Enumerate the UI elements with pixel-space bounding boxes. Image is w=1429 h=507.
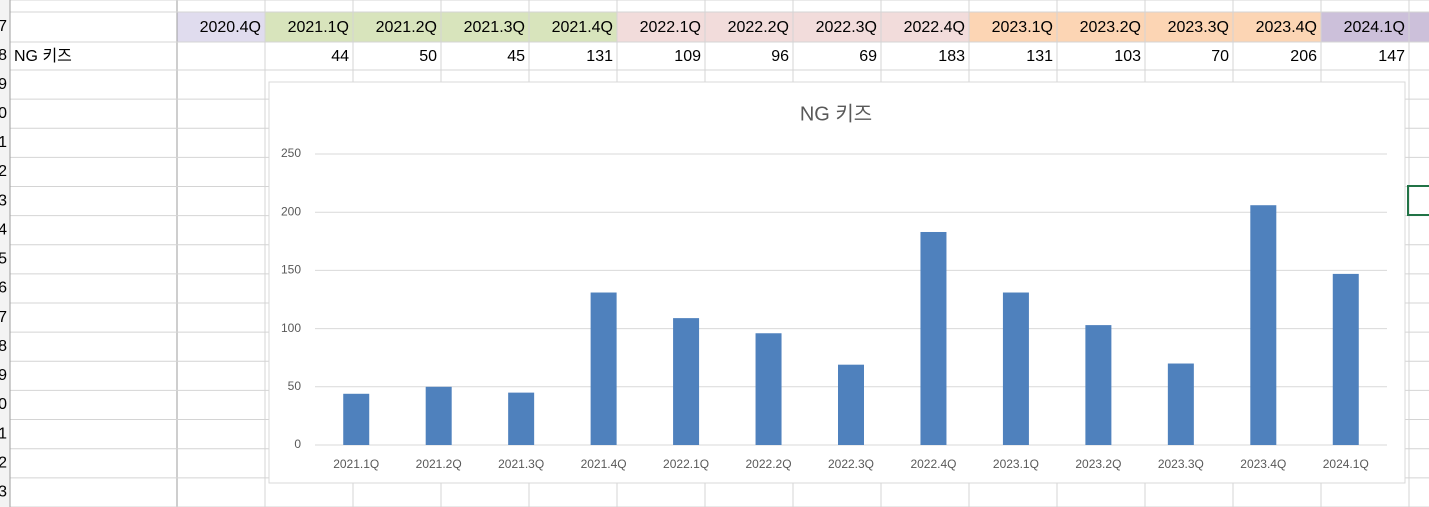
- header-label: 2023.1Q: [992, 19, 1053, 36]
- x-tick-label: 2022.4Q: [910, 457, 956, 471]
- x-tick-label: 2021.3Q: [498, 457, 544, 471]
- x-tick-label: 2021.4Q: [581, 457, 627, 471]
- row-number: 7: [0, 18, 7, 35]
- row-number: 1: [0, 134, 7, 151]
- header-cell: [1321, 12, 1409, 42]
- header-label: 2021.1Q: [288, 19, 349, 36]
- header-label: 2021.3Q: [464, 19, 525, 36]
- header-cell: [265, 12, 353, 42]
- row-label: NG 키즈: [14, 47, 72, 65]
- cell-value: 69: [859, 48, 877, 65]
- y-tick-label: 50: [288, 379, 302, 393]
- row-number: 6: [0, 280, 7, 297]
- x-tick-label: 2022.2Q: [746, 457, 792, 471]
- row-number: 9: [0, 367, 7, 384]
- cell-value: 44: [331, 48, 349, 65]
- bar: [920, 231, 947, 445]
- bar: [1085, 325, 1112, 445]
- x-tick-label: 2022.1Q: [663, 457, 709, 471]
- header-cell: [441, 12, 529, 42]
- header-cell-partial: [1409, 12, 1429, 42]
- cell-value: 131: [1026, 48, 1053, 65]
- header-cell: [881, 12, 969, 42]
- cell-value: 45: [507, 48, 525, 65]
- selected-cell: [1407, 185, 1429, 216]
- cell-value: 96: [771, 48, 789, 65]
- bar: [755, 333, 782, 445]
- header-label: 2020.4Q: [200, 19, 261, 36]
- chart: NG 키즈 0 50 100 150 200 250 2021.1Q 2021.2Q 2021.3…: [268, 81, 1406, 484]
- header-cell: [353, 12, 441, 42]
- row-number: 0: [0, 396, 7, 413]
- header-cell: [1233, 12, 1321, 42]
- header-label: 2021.2Q: [376, 19, 437, 36]
- bar: [343, 393, 370, 445]
- bar: [1167, 363, 1194, 445]
- cell-value: 103: [1114, 48, 1141, 65]
- y-tick-label: 200: [281, 204, 301, 218]
- bar: [1002, 292, 1029, 445]
- row-header-column: [0, 0, 10, 507]
- bar: [508, 392, 535, 445]
- x-tick-label: 2023.2Q: [1075, 457, 1121, 471]
- y-tick-label: 100: [281, 321, 301, 335]
- row-number: 2: [0, 454, 7, 471]
- bar: [673, 318, 700, 445]
- header-cell: [1145, 12, 1233, 42]
- row-number: 2: [0, 163, 7, 180]
- header-label: 2023.3Q: [1168, 19, 1229, 36]
- y-tick-label: 250: [281, 146, 301, 160]
- header-cell: [529, 12, 617, 42]
- chart-title: NG 키즈: [800, 102, 872, 125]
- header-label: 2022.2Q: [728, 19, 789, 36]
- cell-value: 183: [938, 48, 965, 65]
- header-label: 2024.1Q: [1344, 19, 1405, 36]
- row-number: 8: [0, 338, 7, 355]
- cell-value: 131: [586, 48, 613, 65]
- row-number: 7: [0, 309, 7, 326]
- cell-value: 206: [1290, 48, 1317, 65]
- bar: [425, 386, 452, 445]
- bar: [1250, 205, 1277, 445]
- x-tick-label: 2023.3Q: [1158, 457, 1204, 471]
- header-cell: [969, 12, 1057, 42]
- cell-value: 50: [419, 48, 437, 65]
- x-tick-label: 2024.1Q: [1323, 457, 1369, 471]
- row-number: 0: [0, 105, 7, 122]
- cell-value: 70: [1211, 48, 1229, 65]
- row-number: 3: [0, 484, 7, 501]
- cell-value: 109: [674, 48, 701, 65]
- header-cell: [705, 12, 793, 42]
- cell-value: 147: [1378, 48, 1405, 65]
- bar: [590, 292, 617, 445]
- y-tick-label: 0: [294, 437, 301, 451]
- bar: [838, 364, 864, 445]
- row-number: 5: [0, 251, 7, 268]
- x-tick-label: 2022.3Q: [828, 457, 874, 471]
- header-label: 2021.4Q: [552, 19, 613, 36]
- row-number: 1: [0, 425, 7, 442]
- header-cell: [793, 12, 881, 42]
- header-label: 2022.1Q: [640, 19, 701, 36]
- x-tick-label: 2021.1Q: [333, 457, 379, 471]
- header-cell: [1057, 12, 1145, 42]
- header-cell: [617, 12, 705, 42]
- row-number: 9: [0, 76, 7, 93]
- x-tick-label: 2023.1Q: [993, 457, 1039, 471]
- header-label: 2022.4Q: [904, 19, 965, 36]
- x-tick-label: 2023.4Q: [1240, 457, 1286, 471]
- row-number: 3: [0, 192, 7, 209]
- y-tick-label: 150: [281, 263, 301, 277]
- header-cell: [177, 12, 265, 42]
- header-label: 2022.3Q: [816, 19, 877, 36]
- row-number: 4: [0, 221, 7, 238]
- bar: [1332, 273, 1359, 445]
- x-tick-label: 2021.2Q: [416, 457, 462, 471]
- row-number: 8: [0, 47, 7, 64]
- chart-area: [268, 81, 1406, 484]
- header-label: 2023.2Q: [1080, 19, 1141, 36]
- header-label: 2023.4Q: [1256, 19, 1317, 36]
